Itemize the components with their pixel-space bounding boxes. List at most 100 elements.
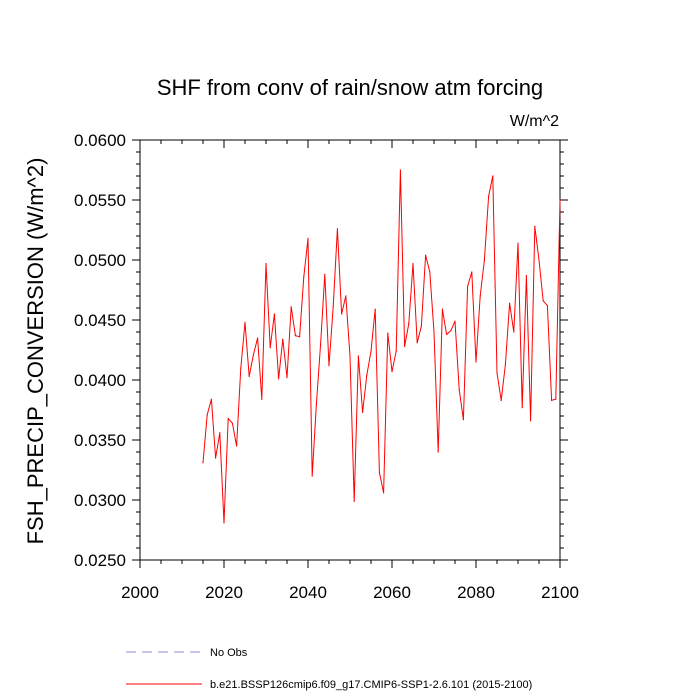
data-point	[420, 325, 422, 327]
data-point	[341, 313, 343, 315]
data-point	[555, 398, 557, 400]
y-tick-label: 0.0500	[74, 251, 126, 270]
data-point	[290, 306, 292, 308]
data-point	[467, 285, 469, 287]
data-point	[307, 237, 309, 239]
data-point	[525, 275, 528, 277]
data-point	[437, 451, 439, 453]
data-point	[202, 462, 204, 464]
data-point	[530, 420, 532, 422]
series-layer	[202, 169, 561, 524]
data-point	[349, 355, 351, 357]
data-point	[269, 347, 271, 349]
x-tick-label: 2100	[541, 583, 579, 602]
data-point	[345, 295, 347, 297]
data-point	[278, 378, 280, 380]
data-point	[219, 432, 221, 434]
x-tick-label: 2000	[121, 583, 159, 602]
y-tick-label: 0.0400	[74, 371, 126, 390]
data-point	[273, 313, 275, 315]
data-point	[366, 374, 368, 376]
data-point	[315, 403, 317, 405]
data-point	[551, 399, 553, 401]
data-point	[265, 263, 267, 265]
data-point	[483, 259, 485, 261]
data-point	[546, 305, 549, 307]
data-point	[374, 308, 376, 310]
y-tick-label: 0.0450	[74, 311, 126, 330]
plot-frame	[139, 139, 561, 561]
data-point	[206, 414, 208, 416]
data-point	[509, 302, 511, 304]
data-point	[412, 263, 414, 265]
y-axis-label: FSH_PRECIP_CONVERSION (W/m^2)	[23, 158, 48, 545]
x-tick-label: 2080	[457, 583, 495, 602]
data-point	[332, 306, 334, 308]
data-point	[378, 471, 380, 473]
data-point	[227, 417, 229, 419]
x-tick-label: 2060	[373, 583, 411, 602]
data-point	[294, 335, 296, 337]
data-point	[370, 350, 372, 352]
data-point	[458, 389, 460, 391]
y-tick-label: 0.0600	[74, 131, 126, 150]
data-point	[416, 342, 418, 344]
data-point	[328, 365, 330, 367]
data-point	[542, 300, 544, 302]
data-point	[282, 338, 284, 340]
data-point	[391, 371, 393, 373]
data-point	[240, 367, 242, 369]
data-point	[299, 336, 301, 338]
data-point	[324, 273, 326, 275]
y-tick-label: 0.0550	[74, 191, 126, 210]
data-point	[362, 411, 364, 413]
data-point	[311, 475, 313, 477]
data-point	[521, 407, 523, 409]
data-point	[538, 259, 540, 261]
data-point	[336, 228, 338, 230]
data-point	[462, 419, 464, 421]
series-line	[202, 169, 561, 524]
data-point	[210, 398, 212, 400]
data-point	[387, 332, 389, 334]
data-point	[513, 331, 515, 333]
data-point	[517, 242, 519, 244]
data-point	[488, 195, 490, 197]
x-tick-label: 2020	[205, 583, 243, 602]
data-point	[492, 175, 494, 177]
data-point	[257, 337, 259, 339]
data-point	[408, 323, 410, 325]
y-tick-label: 0.0250	[74, 551, 126, 570]
data-point	[433, 331, 435, 333]
legend-label: b.e21.BSSP126cmip6.f09_g17.CMIP6-SSP1-2.…	[210, 679, 532, 691]
data-point	[357, 355, 359, 357]
data-point	[248, 375, 250, 377]
data-point	[286, 377, 288, 379]
data-point	[504, 363, 506, 365]
data-point	[231, 422, 233, 424]
axis-ticks: 2000 2020 2040 2060 2080 2100 0.0250 0.0300 0.03…	[74, 131, 579, 602]
data-point	[559, 199, 561, 201]
data-point	[534, 225, 536, 227]
data-point	[450, 330, 452, 332]
data-point	[479, 295, 481, 297]
data-point	[223, 522, 225, 524]
data-point	[425, 254, 427, 256]
x-tick-label: 2040	[289, 583, 327, 602]
data-point	[404, 345, 406, 347]
legend: No Obs b.e21.BSSP126cmip6.f09_g17.CMIP6-S…	[126, 647, 532, 691]
chart-title: SHF from conv of rain/snow atm forcing	[157, 75, 543, 100]
data-point	[395, 350, 397, 352]
data-point	[429, 271, 431, 273]
data-point	[471, 271, 473, 273]
data-point	[252, 354, 254, 356]
data-point	[496, 372, 498, 374]
data-point	[383, 492, 385, 494]
data-point	[475, 361, 477, 363]
data-point	[236, 445, 238, 447]
data-point	[446, 333, 448, 335]
data-point	[320, 343, 322, 345]
data-point	[441, 308, 443, 310]
data-point	[399, 169, 401, 171]
